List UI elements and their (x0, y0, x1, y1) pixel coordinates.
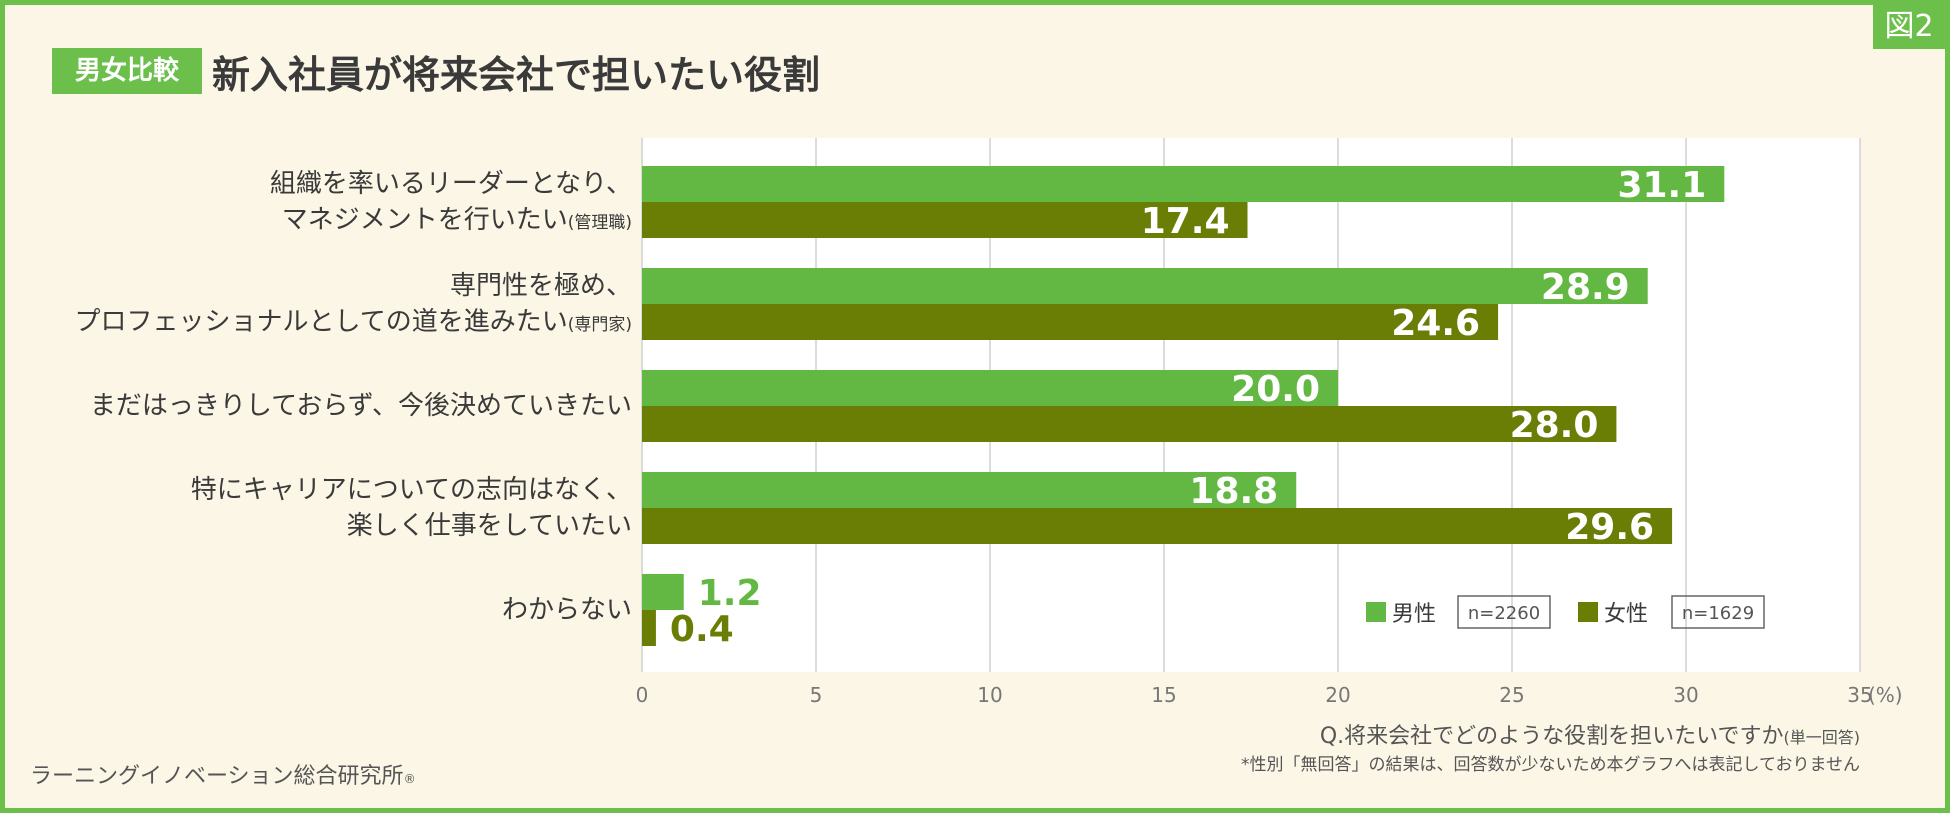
category-label-line2: 楽しく仕事をしていたい (346, 511, 632, 541)
bar-male (642, 574, 684, 610)
survey-question: Q.将来会社でどのような役割を担いたいですか(単一回答) (1319, 724, 1860, 749)
x-unit-label: (%) (1868, 683, 1903, 707)
figure-tag: 図2 (1873, 5, 1945, 49)
data-label: 17.4 (1141, 201, 1230, 242)
x-tick-label: 20 (1325, 683, 1350, 707)
category-label-management: 組織を率いるリーダーとなり、 マネジメントを行いたい(管理職) (270, 166, 632, 241)
data-label: 18.8 (1189, 471, 1278, 512)
legend-n-box (1671, 595, 1765, 629)
legend-label: 男性 (1392, 602, 1436, 627)
data-label: 20.0 (1231, 369, 1320, 410)
category-label-line1: 特にキャリアについての志向はなく、 (190, 475, 632, 505)
chart-title: 新入社員が将来会社で担いたい役割 (212, 53, 821, 97)
category-label-specialist: 専門性を極め、 プロフェッショナルとしての道を進みたい(専門家) (75, 268, 633, 343)
bar-male (642, 166, 1725, 202)
legend-swatch-female (1578, 602, 1598, 622)
category-label-line1: 組織を率いるリーダーとなり、 (269, 169, 632, 199)
data-label: 1.2 (698, 573, 762, 614)
x-tick-label: 15 (1151, 683, 1176, 707)
category-label-no-preference: 特にキャリアについての志向はなく、 楽しく仕事をしていたい (191, 472, 632, 544)
category-label-line2: マネジメントを行いたい(管理職) (281, 205, 632, 235)
category-label-line1: まだはっきりしておらず、今後決めていきたい (89, 391, 632, 421)
data-label: 29.6 (1565, 507, 1654, 548)
credit: ラーニングイノベーション総合研究所® (30, 764, 416, 789)
bar-female (642, 202, 1248, 238)
bar-male (642, 370, 1338, 406)
footnote: *性別「無回答」の結果は、回答数が少ないため本グラフへは表記しておりません (1241, 755, 1860, 775)
legend-n-box (1457, 595, 1551, 629)
category-label-undecided: まだはっきりしておらず、今後決めていきたい (90, 388, 632, 424)
title-badge: 男女比較 (52, 48, 202, 94)
x-tick-label: 10 (977, 683, 1002, 707)
x-tick-label: 25 (1499, 683, 1524, 707)
data-label: 28.9 (1541, 267, 1630, 308)
category-label-line1: 専門性を極め、 (449, 271, 632, 301)
data-label: 28.0 (1510, 405, 1599, 446)
category-label-line2: プロフェッショナルとしての道を進みたい(専門家) (74, 307, 633, 337)
legend-n-label: n=2260 (1468, 603, 1540, 624)
x-tick-label: 35 (1847, 683, 1872, 707)
bar-male (642, 268, 1648, 304)
bar-male (642, 472, 1297, 508)
legend-n-label: n=1629 (1682, 603, 1754, 624)
category-label-line1: わからない (501, 595, 632, 625)
legend-swatch-male (1366, 602, 1386, 622)
data-label: 0.4 (670, 609, 734, 650)
data-label: 24.6 (1391, 303, 1480, 344)
x-tick-label: 30 (1673, 683, 1698, 707)
legend-label: 女性 (1604, 602, 1648, 627)
bar-female (642, 610, 656, 646)
data-label: 31.1 (1617, 165, 1706, 206)
bar-female (642, 508, 1673, 544)
category-label-dont-know: わからない (502, 592, 632, 628)
x-tick-label: 0 (636, 683, 649, 707)
x-tick-label: 5 (810, 683, 823, 707)
bar-female (642, 304, 1499, 340)
bar-female (642, 406, 1617, 442)
